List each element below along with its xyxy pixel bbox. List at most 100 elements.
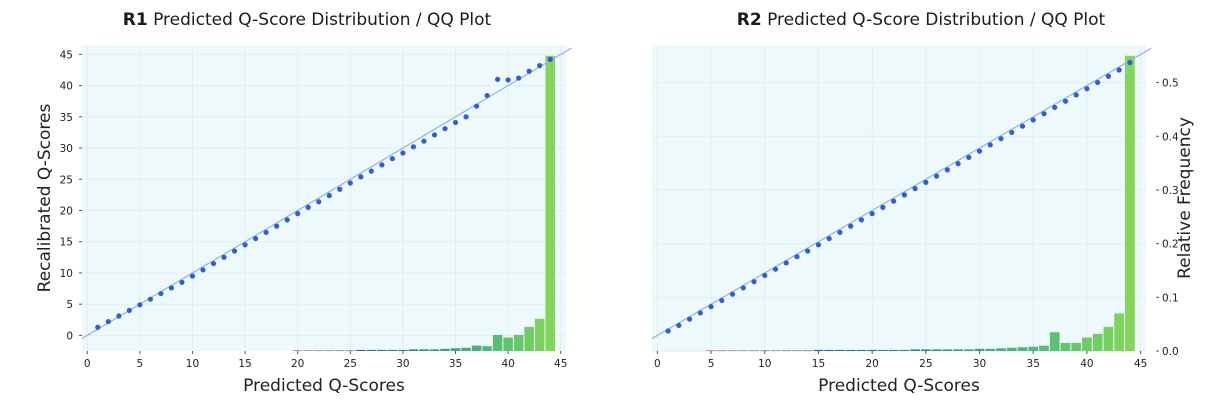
qq-point	[858, 217, 865, 223]
qq-point	[729, 291, 736, 297]
qq-point	[400, 150, 406, 156]
x-axis-title: Predicted Q-Scores	[243, 376, 405, 396]
histogram-bar	[398, 349, 408, 351]
histogram-bar	[802, 350, 813, 352]
x-tick-label: 30	[396, 358, 409, 370]
histogram-bar	[867, 349, 878, 351]
qq-point	[891, 198, 897, 204]
histogram-bar	[835, 349, 845, 351]
qq-point	[1073, 92, 1079, 98]
qq-point	[1105, 73, 1112, 79]
histogram-bar	[1039, 345, 1049, 351]
x-tick-label: 10	[758, 358, 771, 370]
chart-title-r1: R1 Predicted Q-Score Distribution / QQ P…	[0, 10, 614, 30]
x-tick-label: 30	[973, 358, 986, 370]
qq-point	[944, 167, 950, 173]
histogram-bar	[931, 349, 942, 351]
qq-point	[295, 211, 301, 217]
qq-point	[126, 307, 132, 314]
histogram-bar	[313, 350, 324, 352]
y-axis-title: Recalibrated Q-Scores	[35, 104, 55, 293]
qq-point	[848, 223, 854, 229]
histogram-bar	[910, 349, 920, 351]
x-tick-label: 45	[1134, 358, 1147, 370]
qq-point	[389, 156, 395, 162]
qq-point	[697, 310, 703, 316]
x-tick-label: 20	[865, 358, 878, 370]
histogram-bar	[727, 350, 738, 352]
qq-point	[794, 254, 800, 260]
histogram-bar	[813, 349, 824, 351]
x-tick-label: 20	[291, 358, 304, 370]
x-tick-label: 15	[238, 358, 251, 370]
qq-point	[421, 138, 427, 144]
histogram-bar	[749, 350, 759, 352]
qq-point	[231, 248, 238, 254]
qq-point	[1116, 67, 1122, 73]
qq-point	[253, 235, 259, 242]
y-tick-label: 20	[60, 205, 73, 217]
y-tick-label: 45	[60, 49, 73, 61]
x-tick-label: 5	[708, 358, 715, 370]
histogram-bar	[974, 348, 985, 351]
qq-point	[147, 296, 153, 302]
qq-point	[933, 173, 940, 179]
histogram-bar	[408, 349, 419, 351]
y-tick-label: 10	[60, 268, 73, 280]
histogram-bar	[335, 350, 345, 352]
qq-point	[284, 217, 290, 223]
qq-point	[326, 192, 332, 199]
y-tick-label: 0.4	[1162, 131, 1179, 143]
chart-panel-r2: R2 Predicted Q-Score Distribution / QQ P…	[614, 0, 1228, 409]
qq-point	[1084, 86, 1090, 92]
qq-point	[1030, 117, 1036, 123]
histogram-bar	[781, 350, 792, 352]
histogram-bar	[471, 345, 482, 351]
qq-point	[463, 114, 469, 120]
qq-point	[998, 136, 1004, 142]
qq-point	[762, 272, 768, 279]
histogram-bar	[356, 349, 366, 351]
qq-point	[1019, 123, 1026, 129]
histogram-bar	[888, 349, 899, 351]
histogram-bar	[985, 348, 996, 351]
qq-point	[966, 154, 972, 161]
y-axis-title: Relative Frequency	[1175, 117, 1195, 279]
histogram-bar	[878, 349, 888, 351]
qq-point	[987, 142, 993, 148]
histogram-bar	[899, 349, 910, 351]
qq-point	[368, 168, 374, 174]
qq-point	[719, 297, 725, 304]
histogram-bar	[1028, 346, 1039, 351]
histogram-bar	[1049, 332, 1060, 351]
histogram-bar	[845, 349, 856, 351]
qq-point	[452, 119, 459, 126]
histogram-bar	[759, 350, 770, 352]
qq-point	[1052, 104, 1058, 111]
qq-point	[923, 179, 929, 185]
qq-point	[516, 75, 522, 81]
qq-point	[783, 260, 789, 266]
qq-point	[665, 328, 671, 334]
y-tick-label: 0.1	[1162, 292, 1179, 304]
qq-point	[305, 204, 311, 210]
histogram-bar	[387, 349, 398, 351]
qq-point	[505, 77, 511, 83]
qq-point	[955, 161, 961, 167]
histogram-bar	[461, 347, 471, 351]
qq-point	[137, 302, 143, 308]
qq-point	[805, 248, 811, 254]
histogram-bar	[770, 350, 781, 352]
histogram-bar	[824, 349, 835, 351]
qq-point	[210, 260, 217, 267]
histogram-bar	[996, 348, 1006, 351]
plot-area	[82, 45, 566, 351]
qq-point	[880, 204, 886, 210]
y-tick-label: 0.3	[1162, 185, 1179, 197]
histogram-bar	[1017, 347, 1028, 351]
histogram-bar	[1006, 347, 1017, 351]
x-tick-label: 0	[654, 358, 661, 370]
qq-point	[158, 290, 164, 297]
qq-point	[442, 126, 448, 132]
histogram-bar	[1103, 326, 1114, 351]
